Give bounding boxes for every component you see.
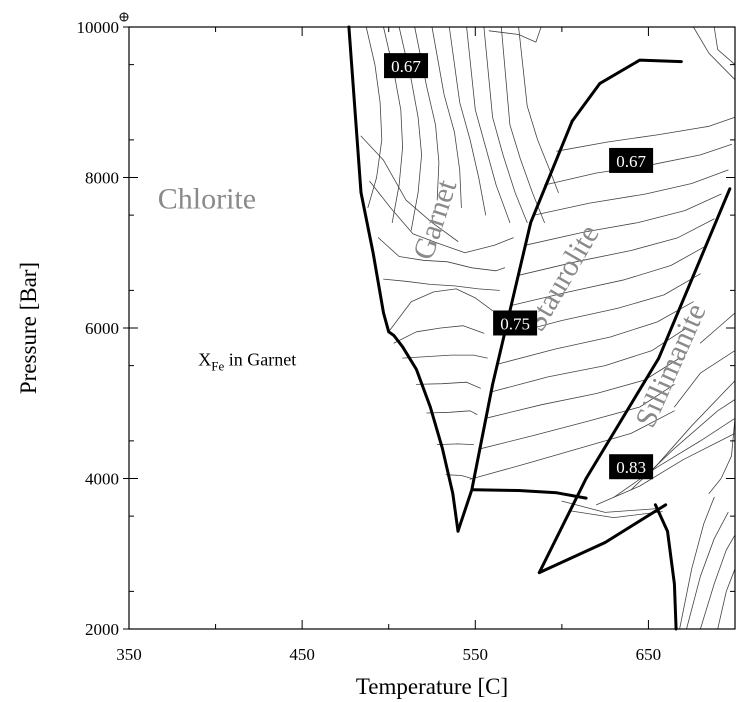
phase-boundary-line-6 (653, 503, 678, 631)
contour-line-29 (469, 410, 675, 480)
contour-line-10 (415, 381, 481, 389)
contour-label-text: 0.67 (391, 57, 421, 76)
contour-line-23 (448, 26, 487, 216)
y-axis-label: Pressure [Bar] (16, 262, 41, 394)
contour-line-7 (388, 288, 494, 333)
contour-line-28 (488, 26, 542, 43)
y-tick-label: 10000 (77, 18, 120, 37)
phase-boundary-line-5 (537, 503, 668, 575)
contour-line-49 (679, 496, 715, 630)
phase-boundary-line-3 (537, 187, 732, 575)
contour-value-label: 0.75 (493, 310, 538, 336)
annotation-subscript: Fe (211, 359, 224, 374)
contour-line-55 (693, 26, 736, 81)
contour-value-label: 0.67 (384, 53, 429, 79)
contour-line-22 (431, 26, 462, 209)
y-tick-label: 4000 (85, 470, 119, 489)
contour-line-16 (377, 237, 506, 272)
contour-line-13 (445, 474, 473, 479)
contour-line-45 (674, 350, 736, 408)
axis-ticks (123, 26, 735, 630)
contour-line-31 (485, 357, 680, 419)
annotation-suffix: in Garnet (224, 350, 296, 370)
contour-line-27 (518, 26, 559, 194)
contour-line-53 (717, 568, 736, 630)
contour-line-50 (686, 512, 729, 630)
contour-value-labels: 0.67 0.67 0.75 0.83 (384, 53, 654, 480)
contour-line-14 (360, 135, 459, 242)
x-axis-label: Temperature [C] (356, 674, 508, 699)
contour-line-11 (426, 410, 478, 415)
contour-line-41 (596, 432, 736, 506)
xfe-in-garnet-annotation: XFe in Garnet (198, 350, 296, 374)
contour-line-34 (504, 273, 701, 336)
contour-line-15 (369, 180, 514, 254)
x-tick-label: 450 (289, 645, 315, 664)
contour-line-18 (365, 26, 383, 209)
axis-tick-labels: 350 450 550 650 2000 4000 6000 8000 10000 (77, 18, 662, 664)
contour-line-36 (518, 218, 715, 276)
contour-line-9 (402, 354, 488, 359)
contour-value-label: 0.67 (609, 147, 654, 173)
contour-line-35 (511, 244, 708, 306)
annotation-symbol: X (198, 350, 211, 370)
contour-line-42 (613, 417, 736, 498)
x-tick-label: 350 (116, 645, 142, 664)
phase-label-chlorite: Chlorite (158, 182, 256, 215)
contour-line-30 (478, 383, 675, 450)
contour-lines (360, 26, 736, 630)
contour-line-38 (533, 169, 729, 216)
x-tick-label: 650 (636, 645, 662, 664)
phase-boundaries (347, 25, 732, 631)
contour-line-40 (556, 116, 736, 152)
contour-label-text: 0.75 (500, 314, 530, 333)
phase-boundary-line-1 (456, 119, 574, 533)
contour-line-48 (570, 510, 663, 518)
phase-boundary-line-2 (570, 58, 683, 123)
contour-line-32 (490, 327, 687, 393)
contour-line-8 (393, 325, 485, 344)
contour-label-text: 0.67 (616, 152, 646, 171)
contour-label-box (609, 147, 654, 173)
contour-line-25 (483, 26, 528, 224)
contour-line-12 (436, 443, 475, 446)
contour-line-51 (700, 534, 736, 630)
contour-line-26 (500, 26, 545, 224)
contour-line-33 (497, 301, 694, 365)
contour-line-54 (713, 26, 736, 65)
contour-line-37 (525, 193, 722, 246)
contour-value-label: 0.83 (609, 454, 654, 480)
contour-line-46 (700, 312, 736, 344)
contour-line-44 (648, 380, 736, 476)
contour-line-47 (561, 500, 658, 513)
phase-label-garnet: Garnet (407, 175, 464, 263)
contour-line-21 (414, 26, 440, 201)
phase-boundary-line-0 (347, 25, 460, 533)
y-tick-label: 8000 (85, 169, 119, 188)
plot-frame (128, 26, 736, 630)
contour-label-text: 0.83 (616, 458, 646, 477)
x-tick-label: 550 (463, 645, 489, 664)
contour-label-box (384, 53, 429, 79)
contour-line-24 (466, 26, 511, 224)
phase-boundary-line-4 (472, 488, 588, 500)
contour-line-17 (383, 278, 500, 291)
y-tick-label: 2000 (85, 620, 119, 639)
crosshair-icon (119, 12, 129, 22)
contour-label-box (493, 310, 538, 336)
contour-line-52 (708, 417, 736, 494)
contour-label-box (609, 454, 654, 480)
y-tick-label: 6000 (85, 319, 119, 338)
